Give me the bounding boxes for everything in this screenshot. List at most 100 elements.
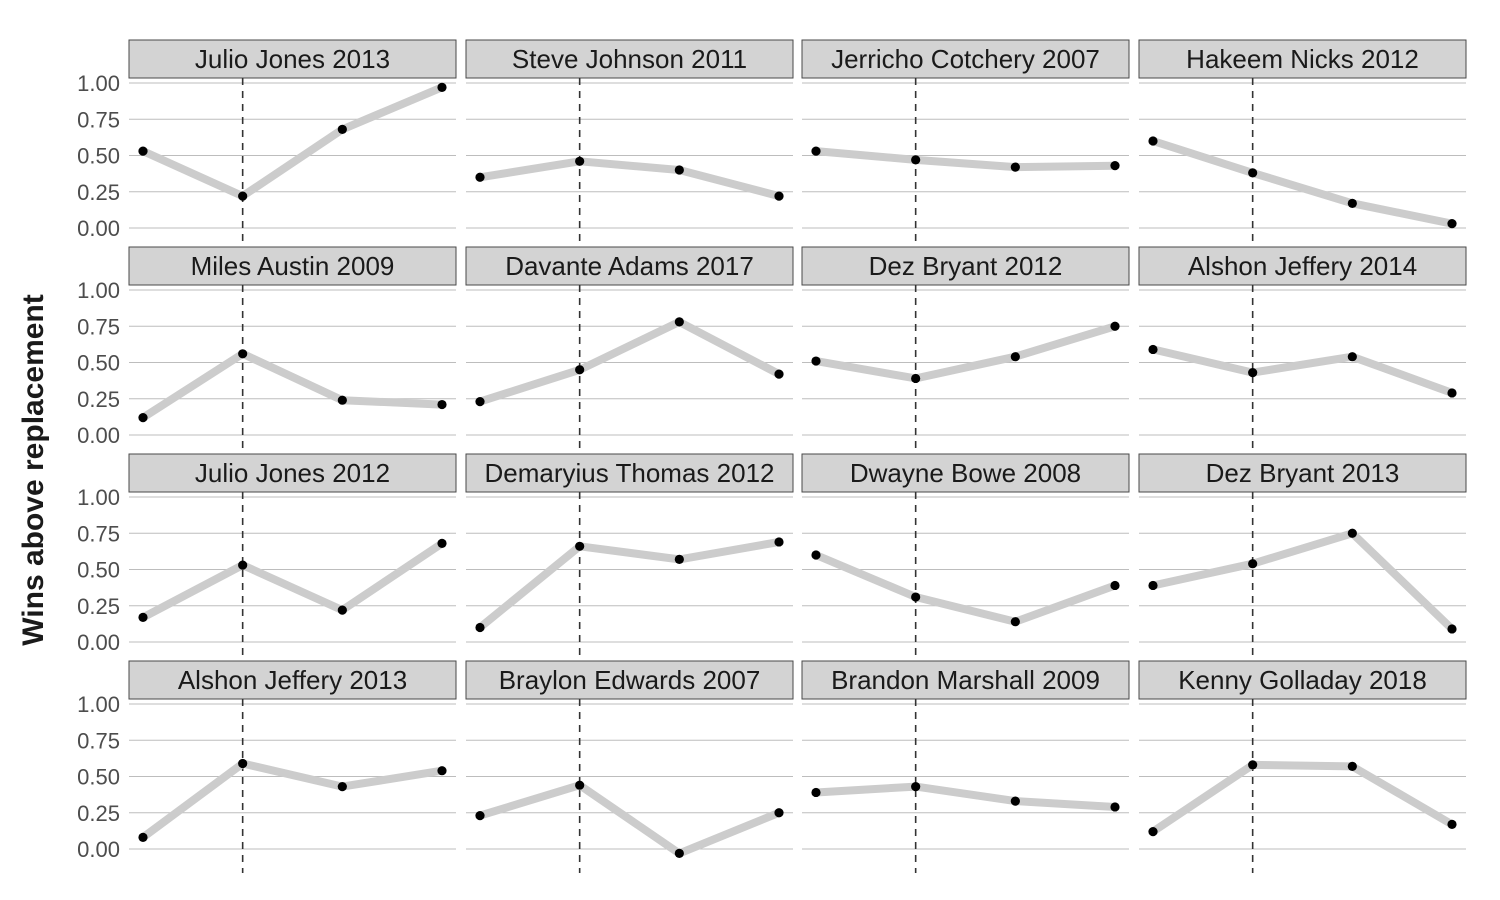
- data-point: [138, 146, 148, 156]
- facet-title: Julio Jones 2013: [195, 44, 390, 74]
- panels: Julio Jones 2013 0.00 0.25 0.50 0.75 1.00 Stev…: [77, 39, 1467, 873]
- data-point: [475, 811, 485, 821]
- data-point: [1148, 580, 1158, 591]
- data-point: [1347, 352, 1357, 362]
- y-tick-label: 0.75: [77, 314, 120, 339]
- data-point: [437, 538, 447, 549]
- data-point: [1248, 559, 1258, 569]
- y-tick-label: 0.00: [77, 837, 120, 862]
- series-line: [140, 349, 443, 421]
- y-tick-label: 0.50: [77, 558, 120, 583]
- series-line: [1152, 529, 1455, 632]
- data-point: [1110, 161, 1120, 171]
- data-point: [1148, 827, 1158, 837]
- data-point: [575, 156, 585, 166]
- data-point: [1010, 352, 1020, 362]
- data-point: [1447, 388, 1457, 398]
- facet-title: Hakeem Nicks 2012: [1186, 44, 1419, 74]
- data-point: [437, 82, 447, 92]
- facet-title: Braylon Edwards 2007: [499, 665, 761, 695]
- facet-title: Alshon Jeffery 2014: [1188, 251, 1417, 281]
- data-point: [1110, 321, 1120, 331]
- data-point: [1148, 136, 1158, 146]
- data-point: [811, 356, 821, 366]
- facet-panel: Brandon Marshall 2009: [801, 660, 1130, 873]
- data-point: [337, 124, 347, 134]
- data-point: [1010, 617, 1020, 627]
- series-line: [477, 538, 780, 631]
- data-point: [1148, 344, 1158, 355]
- y-tick-label: 1.00: [77, 692, 120, 717]
- data-point: [811, 550, 821, 560]
- facet-title: Steve Johnson 2011: [512, 44, 747, 74]
- facet-strip: [801, 246, 1130, 286]
- facet-strip: [1138, 453, 1467, 493]
- facet-panel: Braylon Edwards 2007: [465, 660, 794, 873]
- data-point: [774, 537, 784, 547]
- y-tick-label: 0.00: [77, 423, 120, 448]
- series-line: [1150, 760, 1455, 835]
- y-tick-label: 1.00: [77, 278, 120, 303]
- data-point: [774, 191, 784, 201]
- facet-strip: [128, 453, 457, 493]
- data-point: [138, 413, 148, 423]
- y-tick-label: 1.00: [77, 71, 120, 96]
- data-point: [811, 787, 821, 798]
- series-line: [141, 83, 444, 201]
- data-point: [238, 758, 248, 769]
- series-line: [814, 551, 1117, 626]
- data-point: [575, 780, 585, 790]
- data-point: [911, 155, 921, 165]
- data-point: [1347, 198, 1357, 208]
- facet-panel: Alshon Jeffery 2014: [1138, 246, 1467, 455]
- data-point: [337, 395, 347, 405]
- facet-strip: [1138, 660, 1467, 700]
- facet-panel: Jerricho Cotchery 2007: [801, 39, 1130, 248]
- facet-title: Dez Bryant 2012: [869, 251, 1063, 281]
- data-point: [674, 848, 684, 858]
- facet-panel: Kenny Golladay 2018: [1138, 660, 1467, 873]
- data-point: [575, 365, 585, 375]
- y-axis-label: Wins above replacement: [17, 294, 50, 646]
- facet-strip: [801, 39, 1130, 79]
- data-point: [337, 605, 347, 615]
- facet-title: Miles Austin 2009: [191, 251, 395, 281]
- y-tick-label: 0.00: [77, 630, 120, 655]
- data-point: [911, 373, 921, 384]
- data-point: [238, 191, 248, 201]
- data-point: [811, 146, 821, 156]
- facet-title: Dwayne Bowe 2008: [850, 458, 1081, 488]
- facet-panel: Dwayne Bowe 2008: [801, 453, 1130, 662]
- data-point: [674, 317, 684, 327]
- series-line: [141, 540, 445, 621]
- facet-panel: Steve Johnson 2011: [465, 39, 794, 248]
- series-line: [815, 147, 1116, 172]
- series-line: [1151, 137, 1453, 228]
- data-point: [437, 399, 447, 410]
- facet-title: Kenny Golladay 2018: [1178, 665, 1427, 695]
- data-point: [1447, 819, 1457, 829]
- data-point: [1248, 368, 1258, 378]
- data-point: [674, 554, 684, 564]
- y-tick-label: 0.50: [77, 144, 120, 169]
- data-point: [1248, 760, 1258, 770]
- facet-panel: Davante Adams 2017: [465, 246, 794, 455]
- data-point: [1447, 219, 1457, 229]
- data-point: [911, 782, 921, 792]
- y-tick-label: 0.25: [77, 180, 120, 205]
- facet-strip: [128, 246, 457, 286]
- series-line: [478, 781, 781, 858]
- facet-panel: Hakeem Nicks 2012: [1138, 39, 1467, 248]
- facet-strip: [1138, 246, 1467, 286]
- data-point: [1248, 168, 1258, 178]
- series-line: [479, 157, 781, 200]
- facet-panel: Julio Jones 2012 0.00 0.25 0.50 0.75 1.00: [77, 453, 457, 662]
- y-tick-label: 0.00: [77, 216, 120, 241]
- data-point: [475, 397, 485, 407]
- facet-strip: [128, 660, 457, 700]
- data-point: [1347, 761, 1357, 771]
- y-tick-label: 0.25: [77, 387, 120, 412]
- facet-panel: Demaryius Thomas 2012: [465, 453, 794, 662]
- data-point: [1447, 624, 1457, 634]
